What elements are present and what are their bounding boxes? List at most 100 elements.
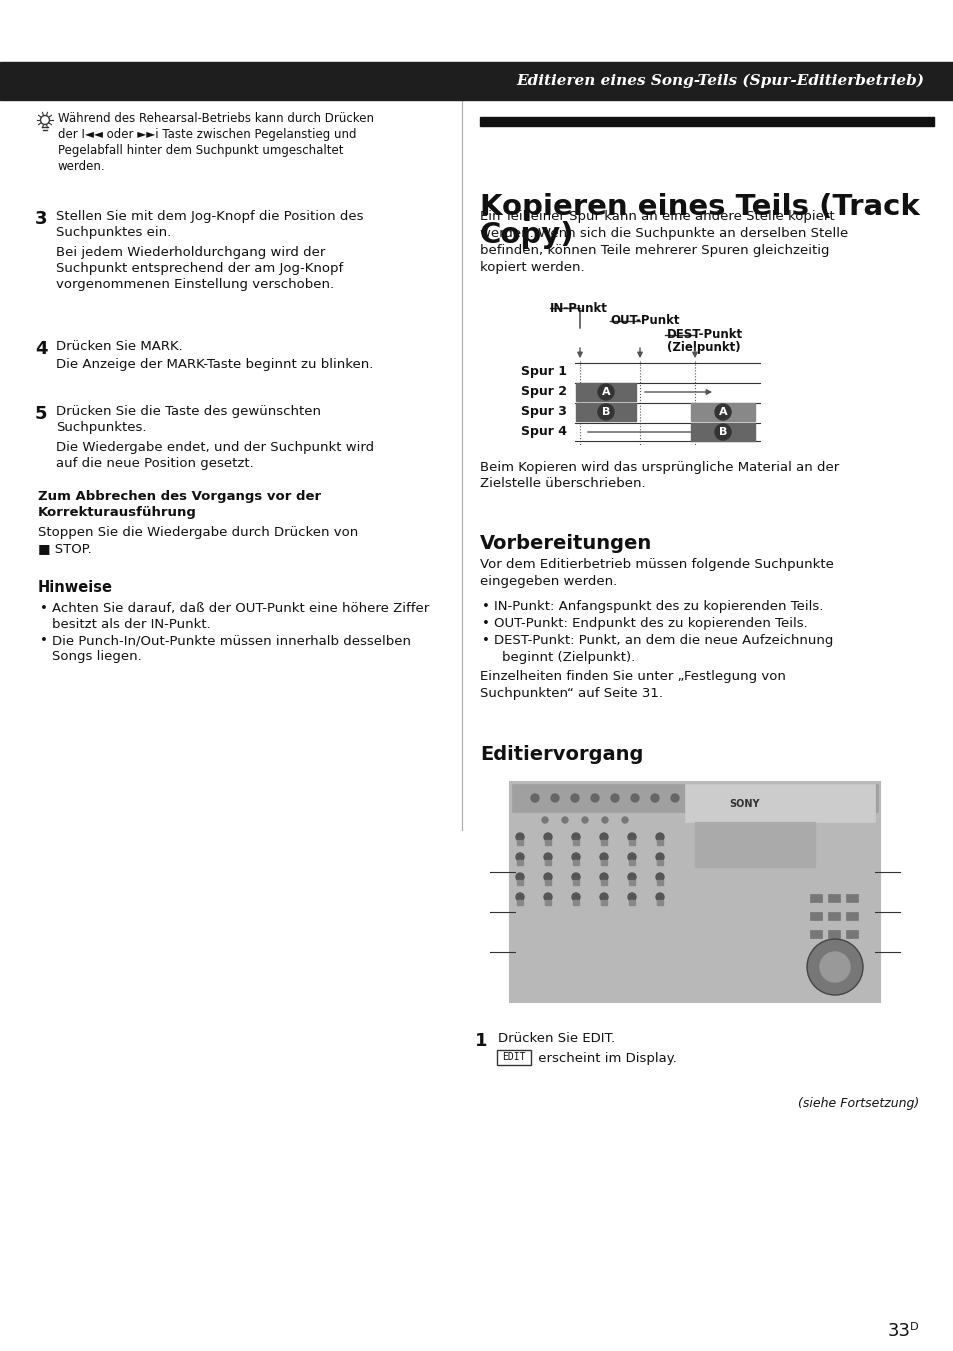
Circle shape — [630, 794, 639, 802]
Circle shape — [531, 794, 538, 802]
Bar — [628, 900, 635, 905]
Text: werden. Wenn sich die Suchpunkte an derselben Stelle: werden. Wenn sich die Suchpunkte an ders… — [479, 227, 847, 240]
Text: erscheint im Display.: erscheint im Display. — [534, 1052, 677, 1065]
Bar — [512, 784, 877, 812]
Bar — [576, 382, 636, 401]
Text: Spur 1: Spur 1 — [520, 366, 566, 378]
Bar — [809, 912, 821, 920]
Circle shape — [572, 873, 579, 881]
Text: •: • — [481, 634, 489, 647]
Bar — [690, 403, 754, 422]
Bar — [0, 62, 953, 100]
Text: (siehe Fortsetzung): (siehe Fortsetzung) — [797, 1097, 918, 1111]
Text: Zum Abbrechen des Vorgangs vor der: Zum Abbrechen des Vorgangs vor der — [38, 490, 321, 503]
Circle shape — [714, 404, 730, 420]
Bar — [600, 900, 606, 905]
Circle shape — [40, 115, 50, 124]
Bar — [628, 861, 635, 865]
Circle shape — [627, 834, 636, 842]
Text: Drücken Sie EDIT.: Drücken Sie EDIT. — [497, 1032, 615, 1046]
Text: EDIT: EDIT — [501, 1052, 525, 1062]
Text: DEST-Punkt: DEST-Punkt — [666, 328, 742, 342]
Bar — [657, 900, 662, 905]
Circle shape — [627, 852, 636, 861]
Text: werden.: werden. — [58, 159, 106, 173]
Bar — [544, 880, 551, 885]
Text: Die Anzeige der MARK-Taste beginnt zu blinken.: Die Anzeige der MARK-Taste beginnt zu bl… — [56, 358, 373, 372]
Bar — [479, 118, 933, 126]
Text: ■ STOP.: ■ STOP. — [38, 542, 91, 555]
Bar — [600, 840, 606, 844]
Bar — [809, 929, 821, 938]
Circle shape — [543, 873, 552, 881]
Bar — [657, 861, 662, 865]
Text: 4: 4 — [35, 340, 48, 358]
Text: Drücken Sie die Taste des gewünschten: Drücken Sie die Taste des gewünschten — [56, 405, 320, 417]
Text: OUT-Punkt: OUT-Punkt — [609, 315, 679, 327]
Bar — [544, 900, 551, 905]
Text: befinden, können Teile mehrerer Spuren gleichzeitig: befinden, können Teile mehrerer Spuren g… — [479, 245, 828, 257]
Bar — [628, 880, 635, 885]
Text: Einzelheiten finden Sie unter „Festlegung von: Einzelheiten finden Sie unter „Festlegun… — [479, 670, 785, 684]
Text: 1: 1 — [475, 1032, 487, 1050]
Text: besitzt als der IN-Punkt.: besitzt als der IN-Punkt. — [52, 617, 211, 631]
Text: Beim Kopieren wird das ursprüngliche Material an der: Beim Kopieren wird das ursprüngliche Mat… — [479, 461, 839, 474]
Text: •: • — [40, 634, 48, 647]
Circle shape — [599, 834, 607, 842]
Text: Stellen Sie mit dem Jog-Knopf die Position des: Stellen Sie mit dem Jog-Knopf die Positi… — [56, 209, 363, 223]
Circle shape — [820, 952, 849, 982]
Text: •: • — [481, 617, 489, 630]
Circle shape — [621, 817, 627, 823]
Text: IN-Punkt: IN-Punkt — [550, 301, 607, 315]
Text: •: • — [40, 603, 48, 615]
Circle shape — [516, 852, 523, 861]
Circle shape — [650, 794, 659, 802]
Text: Suchpunktes.: Suchpunktes. — [56, 422, 147, 434]
Text: Suchpunkt entsprechend der am Jog-Knopf: Suchpunkt entsprechend der am Jog-Knopf — [56, 262, 343, 276]
Circle shape — [516, 893, 523, 901]
Text: Editiervorgang: Editiervorgang — [479, 744, 642, 765]
Text: Zielstelle überschrieben.: Zielstelle überschrieben. — [479, 477, 645, 490]
Text: (Zielpunkt): (Zielpunkt) — [666, 342, 740, 354]
Bar — [628, 840, 635, 844]
Text: IN-Punkt: Anfangspunkt des zu kopierenden Teils.: IN-Punkt: Anfangspunkt des zu kopierende… — [494, 600, 822, 613]
Bar — [576, 403, 636, 422]
Text: Drücken Sie MARK.: Drücken Sie MARK. — [56, 340, 183, 353]
Text: Korrekturausführung: Korrekturausführung — [38, 507, 196, 519]
Circle shape — [599, 873, 607, 881]
Bar — [695, 821, 814, 867]
Bar — [573, 900, 578, 905]
Circle shape — [572, 834, 579, 842]
Text: beginnt (Zielpunkt).: beginnt (Zielpunkt). — [501, 651, 635, 663]
Text: Bei jedem Wiederholdurchgang wird der: Bei jedem Wiederholdurchgang wird der — [56, 246, 325, 259]
Text: Spur 3: Spur 3 — [520, 405, 566, 419]
Text: Vor dem Editierbetrieb müssen folgende Suchpunkte: Vor dem Editierbetrieb müssen folgende S… — [479, 558, 833, 571]
Text: der I◄◄ oder ►►i Taste zwischen Pegelanstieg und: der I◄◄ oder ►►i Taste zwischen Pegelans… — [58, 128, 356, 141]
Circle shape — [598, 384, 614, 400]
Bar — [657, 840, 662, 844]
Text: Stoppen Sie die Wiedergabe durch Drücken von: Stoppen Sie die Wiedergabe durch Drücken… — [38, 526, 358, 539]
Circle shape — [572, 893, 579, 901]
Circle shape — [627, 873, 636, 881]
Text: Suchpunktes ein.: Suchpunktes ein. — [56, 226, 172, 239]
Circle shape — [656, 893, 663, 901]
Circle shape — [599, 852, 607, 861]
Text: SONY: SONY — [729, 798, 760, 809]
Circle shape — [571, 794, 578, 802]
Text: Während des Rehearsal-Betriebs kann durch Drücken: Während des Rehearsal-Betriebs kann durc… — [58, 112, 374, 126]
Circle shape — [806, 939, 862, 994]
Circle shape — [670, 794, 679, 802]
Bar — [827, 894, 840, 902]
Text: Pegelabfall hinter dem Suchpunkt umgeschaltet: Pegelabfall hinter dem Suchpunkt umgesch… — [58, 145, 343, 157]
Bar — [517, 880, 522, 885]
Circle shape — [714, 424, 730, 440]
Text: Hinweise: Hinweise — [38, 580, 112, 594]
Text: vorgenommenen Einstellung verschoben.: vorgenommenen Einstellung verschoben. — [56, 278, 334, 290]
Text: Spur 2: Spur 2 — [520, 385, 566, 399]
FancyBboxPatch shape — [497, 1050, 531, 1065]
Text: Ein Teil einer Spur kann an eine andere Stelle kopiert: Ein Teil einer Spur kann an eine andere … — [479, 209, 834, 223]
Circle shape — [627, 893, 636, 901]
Bar — [827, 912, 840, 920]
Circle shape — [541, 817, 547, 823]
Bar — [827, 929, 840, 938]
